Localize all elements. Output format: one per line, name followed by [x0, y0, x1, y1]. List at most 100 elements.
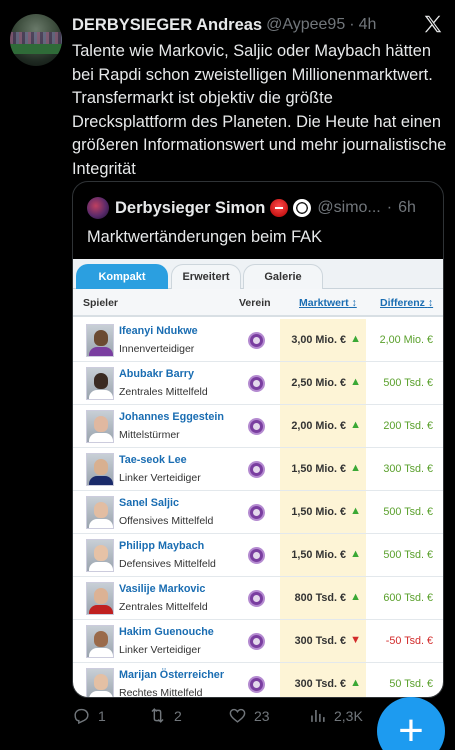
player-photo-shirt: [89, 562, 113, 571]
transfermarkt-screenshot[interactable]: Kompakt Erweitert Galerie Spieler Verein…: [73, 259, 443, 698]
col-spieler: Spieler: [83, 297, 119, 309]
club-crest-icon[interactable]: [248, 418, 265, 435]
like-button[interactable]: 23: [228, 706, 270, 725]
table-row[interactable]: Sanel Saljic Offensives Mittelfeld 1,50 …: [73, 491, 443, 534]
player-photo[interactable]: [86, 496, 114, 529]
compose-button[interactable]: +: [377, 697, 445, 750]
sort-icon: ↕: [351, 297, 357, 309]
market-value: 1,50 Mio. €: [291, 463, 346, 475]
player-position: Mittelstürmer: [119, 429, 180, 441]
arrow-up-icon: ▲: [350, 462, 361, 474]
heart-icon: [229, 708, 246, 723]
arrow-up-icon: ▲: [350, 591, 361, 603]
table-row[interactable]: Ifeanyi Ndukwe Innenverteidiger 3,00 Mio…: [73, 319, 443, 362]
value-difference: 200 Tsd. €: [383, 420, 433, 432]
retweet-count: 2: [174, 707, 182, 724]
author-avatar[interactable]: [10, 14, 62, 66]
quote-author-name[interactable]: Derbysieger Simon: [115, 198, 266, 217]
view-count: 2,3K: [334, 707, 363, 724]
value-difference: 500 Tsd. €: [383, 549, 433, 561]
player-photo-shirt: [89, 476, 113, 485]
tweet-text: Talente wie Markovic, Saljic oder Maybac…: [72, 42, 447, 178]
club-crest-icon[interactable]: [248, 547, 265, 564]
table-row[interactable]: Philipp Maybach Defensives Mittelfeld 1,…: [73, 534, 443, 577]
tweet-header: DERBYSIEGER Andreas @Aypee95 · 4h: [72, 14, 376, 36]
player-photo[interactable]: [86, 367, 114, 400]
value-difference: 300 Tsd. €: [383, 463, 433, 475]
table-row[interactable]: Hakim Guenouche Linker Verteidiger 300 T…: [73, 620, 443, 663]
table-row[interactable]: Tae-seok Lee Linker Verteidiger 1,50 Mio…: [73, 448, 443, 491]
table-row[interactable]: Vasilije Markovic Zentrales Mittelfeld 8…: [73, 577, 443, 620]
quote-author-handle[interactable]: @simo...: [317, 199, 381, 216]
tab-galerie: Galerie: [243, 264, 323, 289]
plus-icon: +: [398, 706, 424, 750]
club-crest-icon[interactable]: [248, 676, 265, 693]
market-value-cell: 800 Tsd. € ▲: [280, 577, 366, 619]
quoted-tweet[interactable]: Derbysieger Simon @simo... · 6h Marktwer…: [72, 181, 444, 698]
player-name-link[interactable]: Vasilije Markovic: [119, 583, 206, 595]
market-value: 2,50 Mio. €: [291, 377, 346, 389]
player-photo[interactable]: [86, 410, 114, 443]
player-photo[interactable]: [86, 324, 114, 357]
market-value: 300 Tsd. €: [294, 635, 346, 647]
club-crest-icon[interactable]: [248, 375, 265, 392]
club-crest-icon[interactable]: [248, 332, 265, 349]
player-name-link[interactable]: Philipp Maybach: [119, 540, 205, 552]
col-verein: Verein: [239, 297, 271, 309]
market-value-cell: 1,50 Mio. € ▲: [280, 491, 366, 533]
player-photo-head: [94, 588, 108, 604]
player-position: Innenverteidiger: [119, 343, 195, 355]
player-photo[interactable]: [86, 625, 114, 658]
market-value: 800 Tsd. €: [294, 592, 346, 604]
austria-flag-icon: [270, 199, 289, 217]
player-photo-shirt: [89, 347, 113, 356]
retweet-button[interactable]: 2: [148, 706, 182, 725]
player-photo[interactable]: [86, 668, 114, 697]
market-value-cell: 300 Tsd. € ▼: [280, 620, 366, 662]
player-photo-head: [94, 545, 108, 561]
value-difference: -50 Tsd. €: [385, 635, 433, 647]
player-photo-head: [94, 373, 108, 389]
author-handle[interactable]: @Aypee95: [266, 16, 346, 33]
reply-button[interactable]: 1: [72, 706, 106, 725]
player-name-link[interactable]: Johannes Eggestein: [119, 411, 224, 423]
player-photo-head: [94, 502, 108, 518]
club-crest-icon[interactable]: [248, 590, 265, 607]
quote-time[interactable]: 6h: [398, 199, 416, 216]
time-separator: ·: [349, 16, 355, 33]
player-name-link[interactable]: Tae-seok Lee: [119, 454, 187, 466]
tab-erweitert: Erweitert: [171, 264, 241, 289]
market-value: 1,50 Mio. €: [291, 549, 346, 561]
football-icon: [293, 199, 312, 217]
quote-avatar[interactable]: [87, 197, 109, 219]
player-photo-head: [94, 674, 108, 690]
club-crest-icon[interactable]: [248, 504, 265, 521]
club-crest-icon[interactable]: [248, 461, 265, 478]
views-icon: [311, 709, 325, 722]
tweet-time[interactable]: 4h: [358, 16, 377, 33]
player-photo-shirt: [89, 433, 113, 442]
arrow-up-icon: ▲: [350, 505, 361, 517]
player-name-link[interactable]: Sanel Saljic: [119, 497, 180, 509]
reply-icon: [74, 708, 89, 725]
market-value: 3,00 Mio. €: [291, 334, 346, 346]
col-differenz: Differenz ↕: [380, 297, 434, 309]
table-row[interactable]: Johannes Eggestein Mittelstürmer 2,00 Mi…: [73, 405, 443, 448]
player-photo[interactable]: [86, 539, 114, 572]
player-name-link[interactable]: Marijan Österreicher: [119, 669, 225, 681]
table-row[interactable]: Abubakr Barry Zentrales Mittelfeld 2,50 …: [73, 362, 443, 405]
player-position: Rechtes Mittelfeld: [119, 687, 203, 698]
player-name-link[interactable]: Abubakr Barry: [119, 368, 195, 380]
club-crest-icon[interactable]: [248, 633, 265, 650]
views-button[interactable]: 2,3K: [308, 706, 363, 725]
sort-icon: ↕: [427, 297, 434, 309]
player-photo[interactable]: [86, 582, 114, 615]
player-photo[interactable]: [86, 453, 114, 486]
table-row[interactable]: Marijan Österreicher Rechtes Mittelfeld …: [73, 663, 443, 698]
value-difference: 500 Tsd. €: [383, 377, 433, 389]
player-position: Zentrales Mittelfeld: [119, 386, 208, 398]
author-name[interactable]: DERBYSIEGER Andreas: [72, 15, 263, 34]
player-name-link[interactable]: Hakim Guenouche: [119, 626, 214, 638]
player-name-link[interactable]: Ifeanyi Ndukwe: [119, 325, 198, 337]
avatar-crowd: [10, 32, 62, 44]
